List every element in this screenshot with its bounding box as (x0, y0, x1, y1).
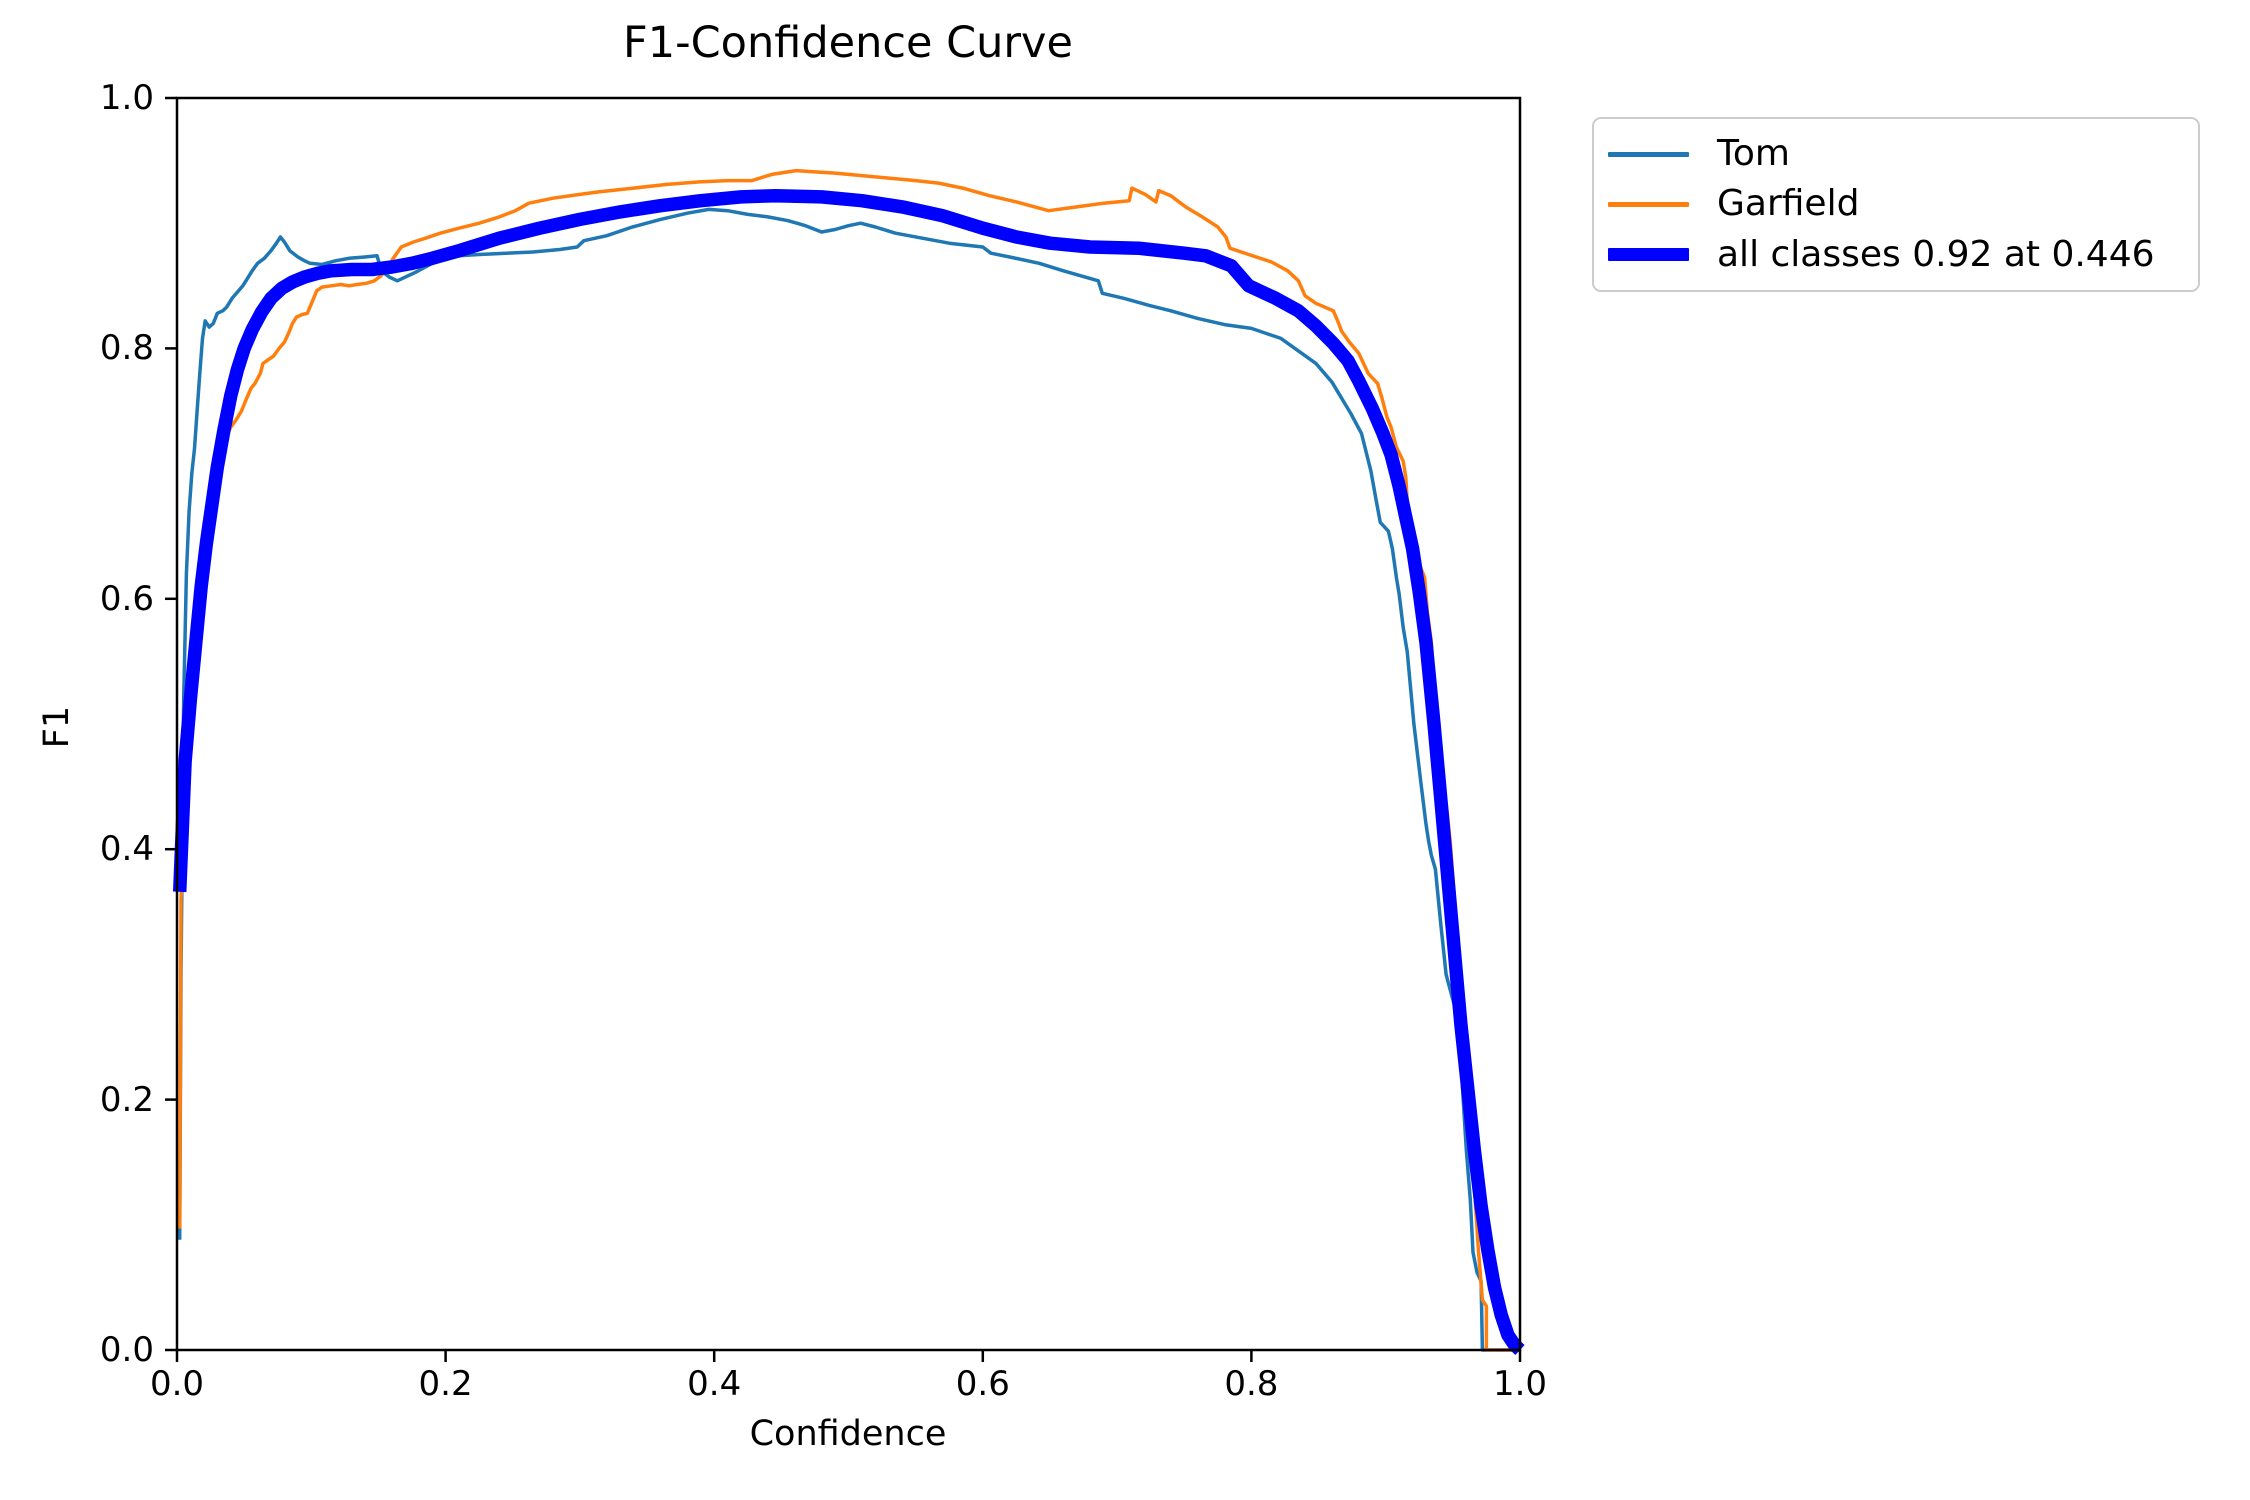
legend-item-garfield: Garfield (1608, 183, 2198, 225)
legend: Tom Garfield all classes 0.92 at 0.446 (1592, 117, 2200, 292)
x-axis-label: Confidence (749, 1414, 947, 1454)
all-classes-0-92-at-0-446-curve (172, 188, 1525, 1355)
garfield-curve (177, 168, 1520, 1352)
x-tick-label: 0.0 (149, 1364, 205, 1404)
x-tick-label: 0.6 (955, 1364, 1010, 1404)
y-tick-label: 0.6 (99, 578, 154, 619)
legend-label-tom: Tom (1717, 133, 1790, 175)
legend-label-garfield: Garfield (1717, 183, 1860, 225)
y-tick-label: 0.4 (99, 829, 154, 870)
y-tick-label: 1.0 (99, 78, 154, 118)
x-tick-label: 1.0 (1492, 1364, 1548, 1404)
y-tick-label: 0.0 (99, 1330, 154, 1370)
y-tick-label: 0.2 (99, 1079, 154, 1120)
tom-line-swatch (1608, 151, 1689, 157)
chart-title: F1-Confidence Curve (623, 18, 1073, 68)
legend-label-all-classes: all classes 0.92 at 0.446 (1717, 233, 2155, 275)
y-axis-label: F1 (37, 705, 77, 749)
x-tick-label: 0.2 (418, 1364, 473, 1404)
tom-curve (177, 207, 1520, 1352)
x-tick-label: 0.4 (687, 1364, 742, 1404)
axes-box (175, 96, 1522, 1352)
all-classes-line-swatch (1608, 248, 1689, 262)
garfield-line-swatch (1608, 201, 1689, 207)
x-tick-label: 0.8 (1224, 1364, 1279, 1404)
legend-item-tom: Tom (1608, 133, 2198, 175)
y-tick-label: 0.8 (99, 328, 154, 369)
legend-item-all-classes: all classes 0.92 at 0.446 (1608, 234, 2198, 276)
